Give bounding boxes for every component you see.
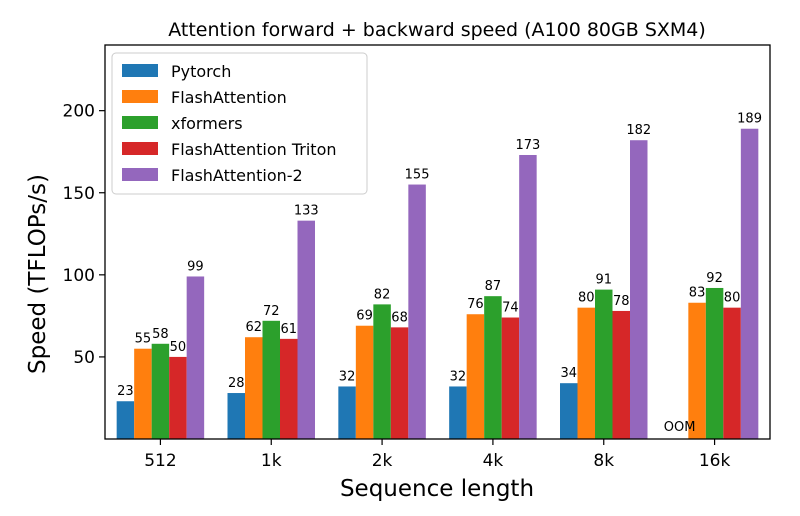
x-tick-label: 2k bbox=[372, 451, 393, 471]
bar bbox=[519, 154, 537, 439]
bar bbox=[338, 386, 356, 439]
y-tick-label: 100 bbox=[63, 266, 95, 286]
bar bbox=[705, 287, 724, 439]
legend-label: FlashAttention bbox=[171, 88, 287, 107]
bar-value-label: 74 bbox=[502, 301, 519, 316]
bar bbox=[227, 393, 245, 439]
bar-value-label: 28 bbox=[228, 376, 245, 391]
plot-frame bbox=[104, 44, 771, 440]
bar-value-label: 58 bbox=[152, 327, 169, 342]
bar-value-label: 69 bbox=[356, 309, 373, 324]
legend: Pytorch FlashAttention xformers FlashAttent… bbox=[111, 52, 368, 195]
legend-label: FlashAttention Triton bbox=[171, 140, 337, 159]
bar-value-label: 72 bbox=[263, 304, 280, 319]
y-tick-label: 150 bbox=[63, 184, 95, 204]
bar bbox=[449, 386, 467, 439]
bar-value-label: 62 bbox=[245, 320, 262, 335]
bar bbox=[595, 289, 613, 439]
bar bbox=[151, 343, 170, 439]
y-tick-label: 50 bbox=[73, 348, 95, 368]
bar bbox=[245, 337, 263, 439]
y-tick-label: 200 bbox=[63, 102, 95, 122]
y-axis-title: Speed (TFLOPs/s) bbox=[25, 174, 51, 374]
legend-swatch bbox=[122, 90, 158, 103]
x-axis-title: Sequence length bbox=[340, 476, 534, 502]
bar bbox=[630, 140, 648, 439]
bar bbox=[373, 304, 391, 439]
bar-value-label: 99 bbox=[187, 259, 204, 274]
bar bbox=[262, 320, 280, 439]
x-tick-label: 512 bbox=[144, 451, 176, 471]
bar bbox=[297, 220, 315, 439]
bar bbox=[740, 128, 759, 439]
x-tick-label: 16k bbox=[699, 451, 731, 471]
bar bbox=[186, 276, 205, 439]
bar-value-label: 78 bbox=[613, 294, 630, 309]
bar-value-label: 133 bbox=[294, 204, 319, 219]
x-tick-label: 4k bbox=[483, 451, 504, 471]
bar bbox=[116, 401, 135, 439]
legend-box bbox=[111, 52, 368, 195]
bar bbox=[355, 325, 374, 439]
bar-value-label: 91 bbox=[595, 273, 612, 288]
legend-label: FlashAttention-2 bbox=[171, 166, 303, 185]
bar bbox=[390, 327, 409, 439]
legend-swatch bbox=[122, 64, 158, 77]
bar bbox=[577, 307, 595, 439]
bar bbox=[560, 383, 578, 439]
legend-swatch bbox=[122, 116, 158, 129]
bar bbox=[484, 296, 502, 439]
bar-value-label: 76 bbox=[467, 297, 484, 312]
bar bbox=[612, 310, 630, 439]
legend-swatch bbox=[122, 168, 158, 181]
legend-label: Pytorch bbox=[171, 62, 231, 81]
bar-value-label: 55 bbox=[135, 332, 152, 347]
bar-value-label: 92 bbox=[706, 271, 723, 286]
legend-swatch bbox=[122, 142, 158, 155]
bar-value-label: 83 bbox=[689, 286, 706, 301]
legend-label: xformers bbox=[171, 114, 243, 133]
bar bbox=[280, 338, 298, 439]
bar-value-label: 82 bbox=[374, 287, 391, 302]
bar-value-label: 68 bbox=[391, 310, 408, 325]
bar-value-label: 80 bbox=[724, 291, 741, 306]
bar-value-label: 50 bbox=[170, 340, 187, 355]
bar-value-label: 32 bbox=[450, 369, 467, 384]
bar-value-label: 61 bbox=[280, 322, 297, 337]
axes: 512 1k 2k 4k 8k 16k 50 100 150 200 bbox=[63, 102, 731, 471]
bar-value-label: 87 bbox=[485, 279, 502, 294]
bar-value-label: 32 bbox=[339, 369, 356, 384]
bar bbox=[134, 348, 152, 439]
bar-value-label: 173 bbox=[516, 138, 541, 153]
bar-value-label: 189 bbox=[737, 112, 762, 127]
bar-value-label: OOM bbox=[664, 420, 696, 435]
bar bbox=[688, 302, 706, 439]
bar-value-label: 155 bbox=[405, 168, 430, 183]
bar bbox=[408, 184, 426, 439]
bar-value-label: 23 bbox=[117, 384, 134, 399]
bar-value-label: 80 bbox=[578, 291, 595, 306]
bar-value-label: 182 bbox=[626, 123, 651, 138]
bar bbox=[723, 307, 741, 439]
bars-layer bbox=[116, 128, 759, 439]
bar-value-label: 34 bbox=[560, 366, 577, 381]
x-tick-label: 1k bbox=[261, 451, 282, 471]
bar bbox=[169, 356, 187, 439]
chart-title: Attention forward + backward speed (A100… bbox=[168, 19, 706, 41]
bar bbox=[501, 317, 520, 439]
bar bbox=[466, 314, 485, 439]
x-tick-label: 8k bbox=[593, 451, 614, 471]
